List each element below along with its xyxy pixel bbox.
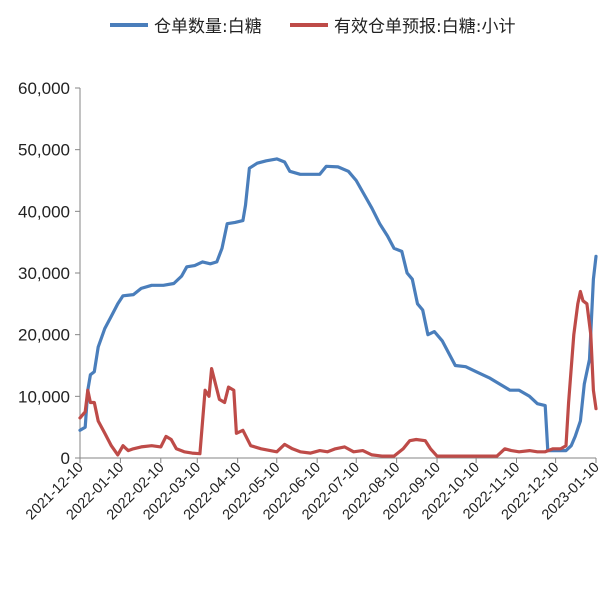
- y-tick-label: 60,000: [18, 79, 70, 98]
- y-tick-label: 0: [61, 449, 70, 468]
- legend-swatch-red: [290, 22, 328, 27]
- legend-item-forecast-receipts: 有效仓单预报:白糖:小计: [290, 12, 515, 37]
- y-tick-label: 50,000: [18, 141, 70, 160]
- legend-label: 有效仓单预报:白糖:小计: [334, 17, 516, 37]
- y-tick-label: 10,000: [18, 387, 70, 406]
- series-line-forecast-receipts: [78, 289, 598, 458]
- y-tick-label: 40,000: [18, 202, 70, 221]
- y-tick-label: 20,000: [18, 326, 70, 345]
- y-tick-label: 30,000: [18, 264, 70, 283]
- legend-label: 仓单数量:白糖: [154, 17, 262, 37]
- legend-swatch-blue: [110, 22, 148, 27]
- chart-legend: 仓单数量:白糖 有效仓单预报:白糖:小计: [0, 12, 600, 42]
- series-line-warehouse-receipts: [78, 157, 598, 453]
- legend-item-warehouse-receipts: 仓单数量:白糖: [110, 12, 262, 37]
